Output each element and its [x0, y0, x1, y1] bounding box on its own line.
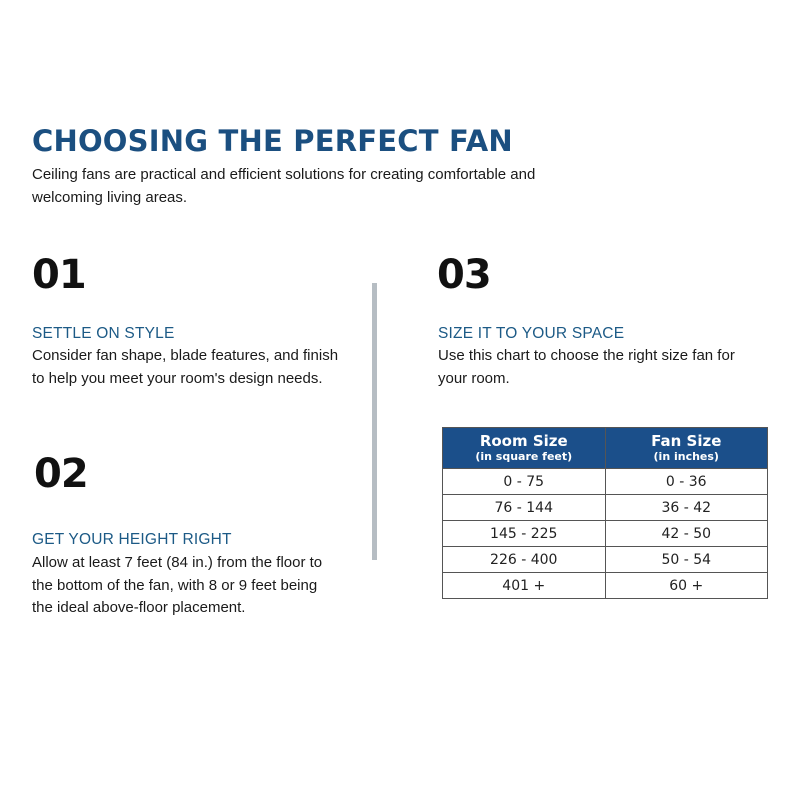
room-size-cell: 145 - 225 [442, 520, 606, 547]
section-heading: SIZE IT TO YOUR SPACE [438, 325, 625, 342]
header-label: Room Size [479, 431, 568, 450]
section-number: 01 [32, 252, 87, 298]
page-title: CHOOSING THE PERFECT FAN [32, 124, 513, 158]
table-row: 0 - 75 0 - 36 [442, 468, 768, 495]
section-number: 03 [437, 252, 492, 298]
intro-text: Ceiling fans are practical and efficient… [32, 166, 536, 206]
table-header-room: Room Size (in square feet) [442, 427, 606, 469]
fan-size-cell: 50 - 54 [604, 546, 768, 573]
fan-size-cell: 60 + [604, 572, 768, 599]
table-header-fan: Fan Size (in inches) [604, 427, 768, 469]
header-sub: (in square feet) [475, 449, 573, 463]
table-row: 145 - 225 42 - 50 [442, 520, 768, 547]
fan-size-cell: 36 - 42 [604, 494, 768, 521]
section-heading: SETTLE ON STYLE [32, 325, 175, 342]
room-size-cell: 401 + [442, 572, 606, 599]
fan-size-table: Room Size (in square feet) Fan Size (in in… [442, 427, 768, 599]
room-size-cell: 76 - 144 [442, 494, 606, 521]
room-size-cell: 226 - 400 [442, 546, 606, 573]
table-row: 401 +60 + [442, 572, 768, 599]
section-body: Use this chart to choose the right size … [438, 347, 735, 387]
header-label: Fan Size [651, 431, 722, 450]
section-body: Allow at least 7 feet (84 in.) from the … [32, 554, 323, 616]
fan-size-cell: 0 - 36 [604, 468, 768, 495]
section-heading: GET YOUR HEIGHT RIGHT [32, 531, 232, 548]
table-row: 226 - 400 50 - 54 [442, 546, 768, 573]
section-number: 02 [34, 451, 89, 497]
room-size-cell: 0 - 75 [442, 468, 606, 495]
column-divider [372, 283, 377, 560]
section-body: Consider fan shape, blade features, and … [32, 347, 339, 387]
table-row: 76 - 144 36 - 42 [442, 494, 768, 521]
fan-size-cell: 42 - 50 [604, 520, 768, 547]
header-sub: (in inches) [653, 449, 719, 463]
